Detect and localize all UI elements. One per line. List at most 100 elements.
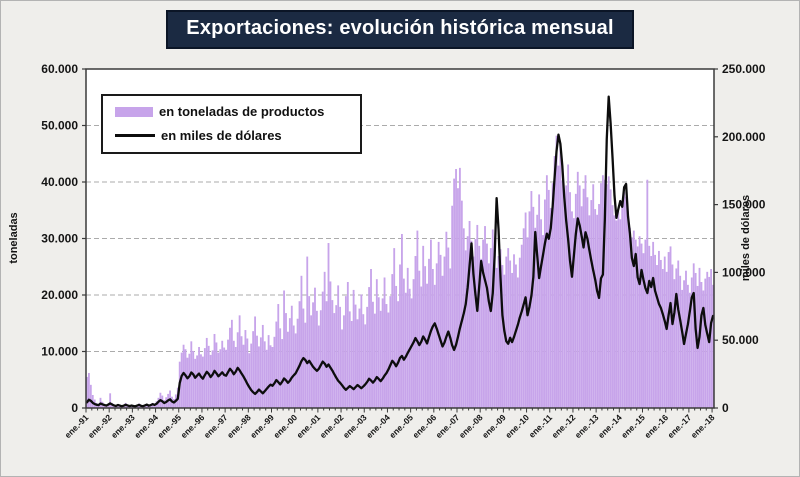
- bar: [327, 243, 330, 408]
- bar: [410, 298, 413, 408]
- bar: [681, 289, 684, 408]
- bar: [414, 256, 417, 408]
- right-axis-tick-label: 150.000: [722, 198, 766, 212]
- bar: [279, 328, 282, 408]
- bar: [518, 257, 521, 408]
- bar: [368, 287, 371, 408]
- bar: [636, 246, 639, 408]
- bar: [300, 275, 303, 408]
- bar: [290, 305, 293, 408]
- bar: [667, 252, 670, 408]
- bar: [470, 240, 473, 408]
- bar: [609, 189, 612, 408]
- bar: [217, 352, 220, 408]
- bar: [712, 284, 714, 408]
- bar: [590, 200, 593, 408]
- axis-ticks: [82, 68, 718, 413]
- bar: [323, 271, 326, 408]
- bar: [271, 346, 274, 408]
- bar: [567, 164, 570, 408]
- bar: [381, 298, 384, 408]
- bar: [198, 346, 200, 408]
- bar: [441, 275, 444, 408]
- bar: [283, 290, 285, 408]
- bar: [209, 354, 212, 408]
- bar: [555, 135, 558, 409]
- right-axis-tick-label: 0: [722, 401, 729, 415]
- bar: [273, 336, 276, 408]
- bar: [304, 322, 307, 408]
- bar: [230, 319, 233, 408]
- right-axis-tick-label: 200.000: [722, 130, 766, 144]
- bar: [219, 349, 222, 408]
- bar: [445, 231, 448, 408]
- bar: [234, 346, 237, 408]
- bar: [476, 224, 479, 408]
- bar: [574, 193, 577, 408]
- bar: [673, 279, 676, 408]
- bar: [453, 178, 456, 408]
- bar: [399, 264, 401, 408]
- bar: [551, 183, 554, 408]
- bar: [638, 236, 641, 408]
- bar: [196, 355, 199, 408]
- bar: [632, 230, 635, 408]
- bar: [344, 296, 347, 408]
- right-axis-tick-label: 50.000: [722, 333, 759, 347]
- bar: [493, 253, 496, 408]
- page-title: Exportaciones: evolución histórica mensu…: [166, 10, 634, 49]
- x-axis-tick-label: ene.-18: [689, 412, 717, 440]
- bar: [350, 320, 353, 408]
- bar: [520, 244, 523, 408]
- bar: [393, 248, 396, 408]
- bar: [642, 253, 645, 408]
- x-axis-tick-label: ene.-02: [318, 412, 346, 440]
- bar: [97, 404, 100, 408]
- bar: [145, 404, 148, 408]
- bar: [497, 256, 500, 408]
- bar: [451, 205, 454, 408]
- bar: [254, 316, 256, 408]
- bar: [464, 250, 467, 408]
- bar: [385, 304, 388, 408]
- bar: [207, 345, 210, 408]
- bar: [267, 335, 270, 408]
- bar: [221, 340, 224, 408]
- bar: [375, 279, 378, 408]
- bar: [420, 286, 423, 408]
- bar: [404, 292, 407, 408]
- bar: [352, 289, 355, 408]
- bar: [250, 343, 253, 408]
- bar: [563, 200, 566, 408]
- bar: [704, 278, 707, 408]
- bar: [690, 277, 693, 408]
- x-axis-tick-label: ene.-03: [341, 412, 369, 440]
- bar: [455, 169, 457, 408]
- bar: [534, 227, 537, 408]
- bar: [547, 189, 550, 408]
- bar: [457, 188, 459, 408]
- x-axis-tick-label: ene.-99: [248, 412, 276, 440]
- x-axis-tick-label: ene.-92: [86, 412, 114, 440]
- bar: [339, 306, 342, 408]
- bar: [482, 239, 485, 408]
- legend-item-toneladas: en toneladas de productos: [115, 104, 350, 119]
- bar: [644, 239, 647, 408]
- bar: [462, 228, 465, 408]
- bar: [458, 167, 461, 408]
- x-axis-tick-label: ene.-13: [573, 412, 601, 440]
- right-axis-tick-label: 100.000: [722, 265, 766, 279]
- bar: [677, 260, 680, 408]
- bar: [429, 239, 432, 408]
- x-axis-tick-label: ene.-07: [434, 412, 462, 440]
- bar: [611, 205, 614, 408]
- bar: [652, 241, 655, 408]
- bar: [480, 258, 483, 408]
- bar: [526, 237, 529, 408]
- bar: [686, 284, 689, 408]
- left-axis-tick-label: 30.000: [41, 232, 78, 246]
- bar: [337, 285, 340, 408]
- bar: [281, 339, 284, 408]
- bar: [201, 356, 204, 408]
